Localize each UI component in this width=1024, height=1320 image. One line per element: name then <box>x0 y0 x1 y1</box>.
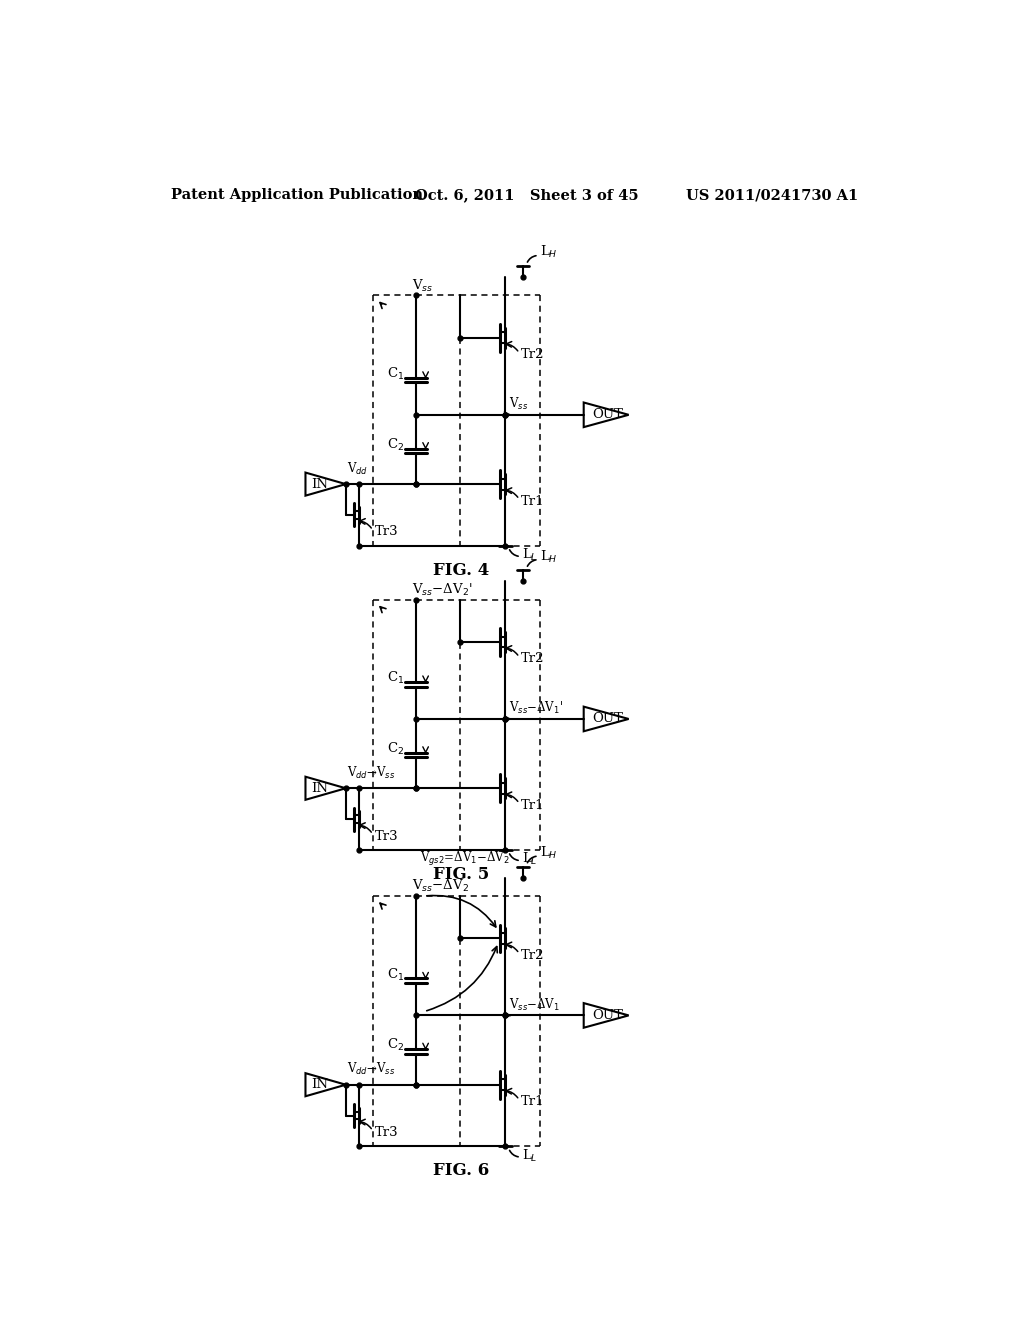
Text: V$_{ss}$−ΔV$_2$': V$_{ss}$−ΔV$_2$' <box>413 582 473 598</box>
Text: C$_1$: C$_1$ <box>387 966 404 982</box>
Text: FIG. 5: FIG. 5 <box>433 866 489 883</box>
Text: C$_2$: C$_2$ <box>387 1038 404 1053</box>
Text: OUT: OUT <box>592 408 624 421</box>
Text: V$_{gs2}$=ΔV$_1$−ΔV$_2$: V$_{gs2}$=ΔV$_1$−ΔV$_2$ <box>420 850 510 869</box>
Text: Oct. 6, 2011   Sheet 3 of 45: Oct. 6, 2011 Sheet 3 of 45 <box>415 189 638 202</box>
Text: Patent Application Publication: Patent Application Publication <box>171 189 423 202</box>
Text: L$_H$: L$_H$ <box>541 548 558 565</box>
Text: Tr1: Tr1 <box>521 1096 545 1109</box>
Text: V$_{ss}$: V$_{ss}$ <box>413 277 434 293</box>
Text: Tr1: Tr1 <box>521 799 545 812</box>
Text: Tr1: Tr1 <box>521 495 545 508</box>
Text: Tr3: Tr3 <box>375 1126 398 1139</box>
Text: L$_L$: L$_L$ <box>522 851 538 867</box>
Text: L$_H$: L$_H$ <box>541 845 558 861</box>
Text: Tr3: Tr3 <box>375 829 398 842</box>
Text: IN: IN <box>311 1078 328 1092</box>
Text: OUT: OUT <box>592 713 624 726</box>
Text: US 2011/0241730 A1: US 2011/0241730 A1 <box>686 189 858 202</box>
Text: C$_1$: C$_1$ <box>387 366 404 381</box>
Text: Tr3: Tr3 <box>375 525 398 539</box>
Text: V$_{ss}$−ΔV$_1$': V$_{ss}$−ΔV$_1$' <box>509 700 563 717</box>
Text: Tr2: Tr2 <box>521 949 545 962</box>
Text: L$_H$: L$_H$ <box>541 244 558 260</box>
Text: FIG. 4: FIG. 4 <box>433 562 489 579</box>
Text: L$_L$: L$_L$ <box>522 1147 538 1164</box>
Text: V$_{dd}$→V$_{ss}$: V$_{dd}$→V$_{ss}$ <box>347 764 395 781</box>
Text: IN: IN <box>311 781 328 795</box>
Text: Tr2: Tr2 <box>521 652 545 665</box>
Text: V$_{ss}$−ΔV$_2$: V$_{ss}$−ΔV$_2$ <box>413 878 470 894</box>
Text: C$_1$: C$_1$ <box>387 671 404 686</box>
Text: FIG. 6: FIG. 6 <box>433 1163 489 1180</box>
Text: V$_{ss}$: V$_{ss}$ <box>509 396 528 412</box>
Text: V$_{ss}$−ΔV$_1$: V$_{ss}$−ΔV$_1$ <box>509 997 560 1012</box>
Text: Tr2: Tr2 <box>521 348 545 362</box>
Text: C$_2$: C$_2$ <box>387 437 404 453</box>
Text: OUT: OUT <box>592 1008 624 1022</box>
Text: IN: IN <box>311 478 328 491</box>
Text: L$_L$: L$_L$ <box>522 546 538 564</box>
Text: V$_{dd}$: V$_{dd}$ <box>347 461 369 477</box>
Text: V$_{dd}$→V$_{ss}$: V$_{dd}$→V$_{ss}$ <box>347 1061 395 1077</box>
Text: C$_2$: C$_2$ <box>387 741 404 758</box>
